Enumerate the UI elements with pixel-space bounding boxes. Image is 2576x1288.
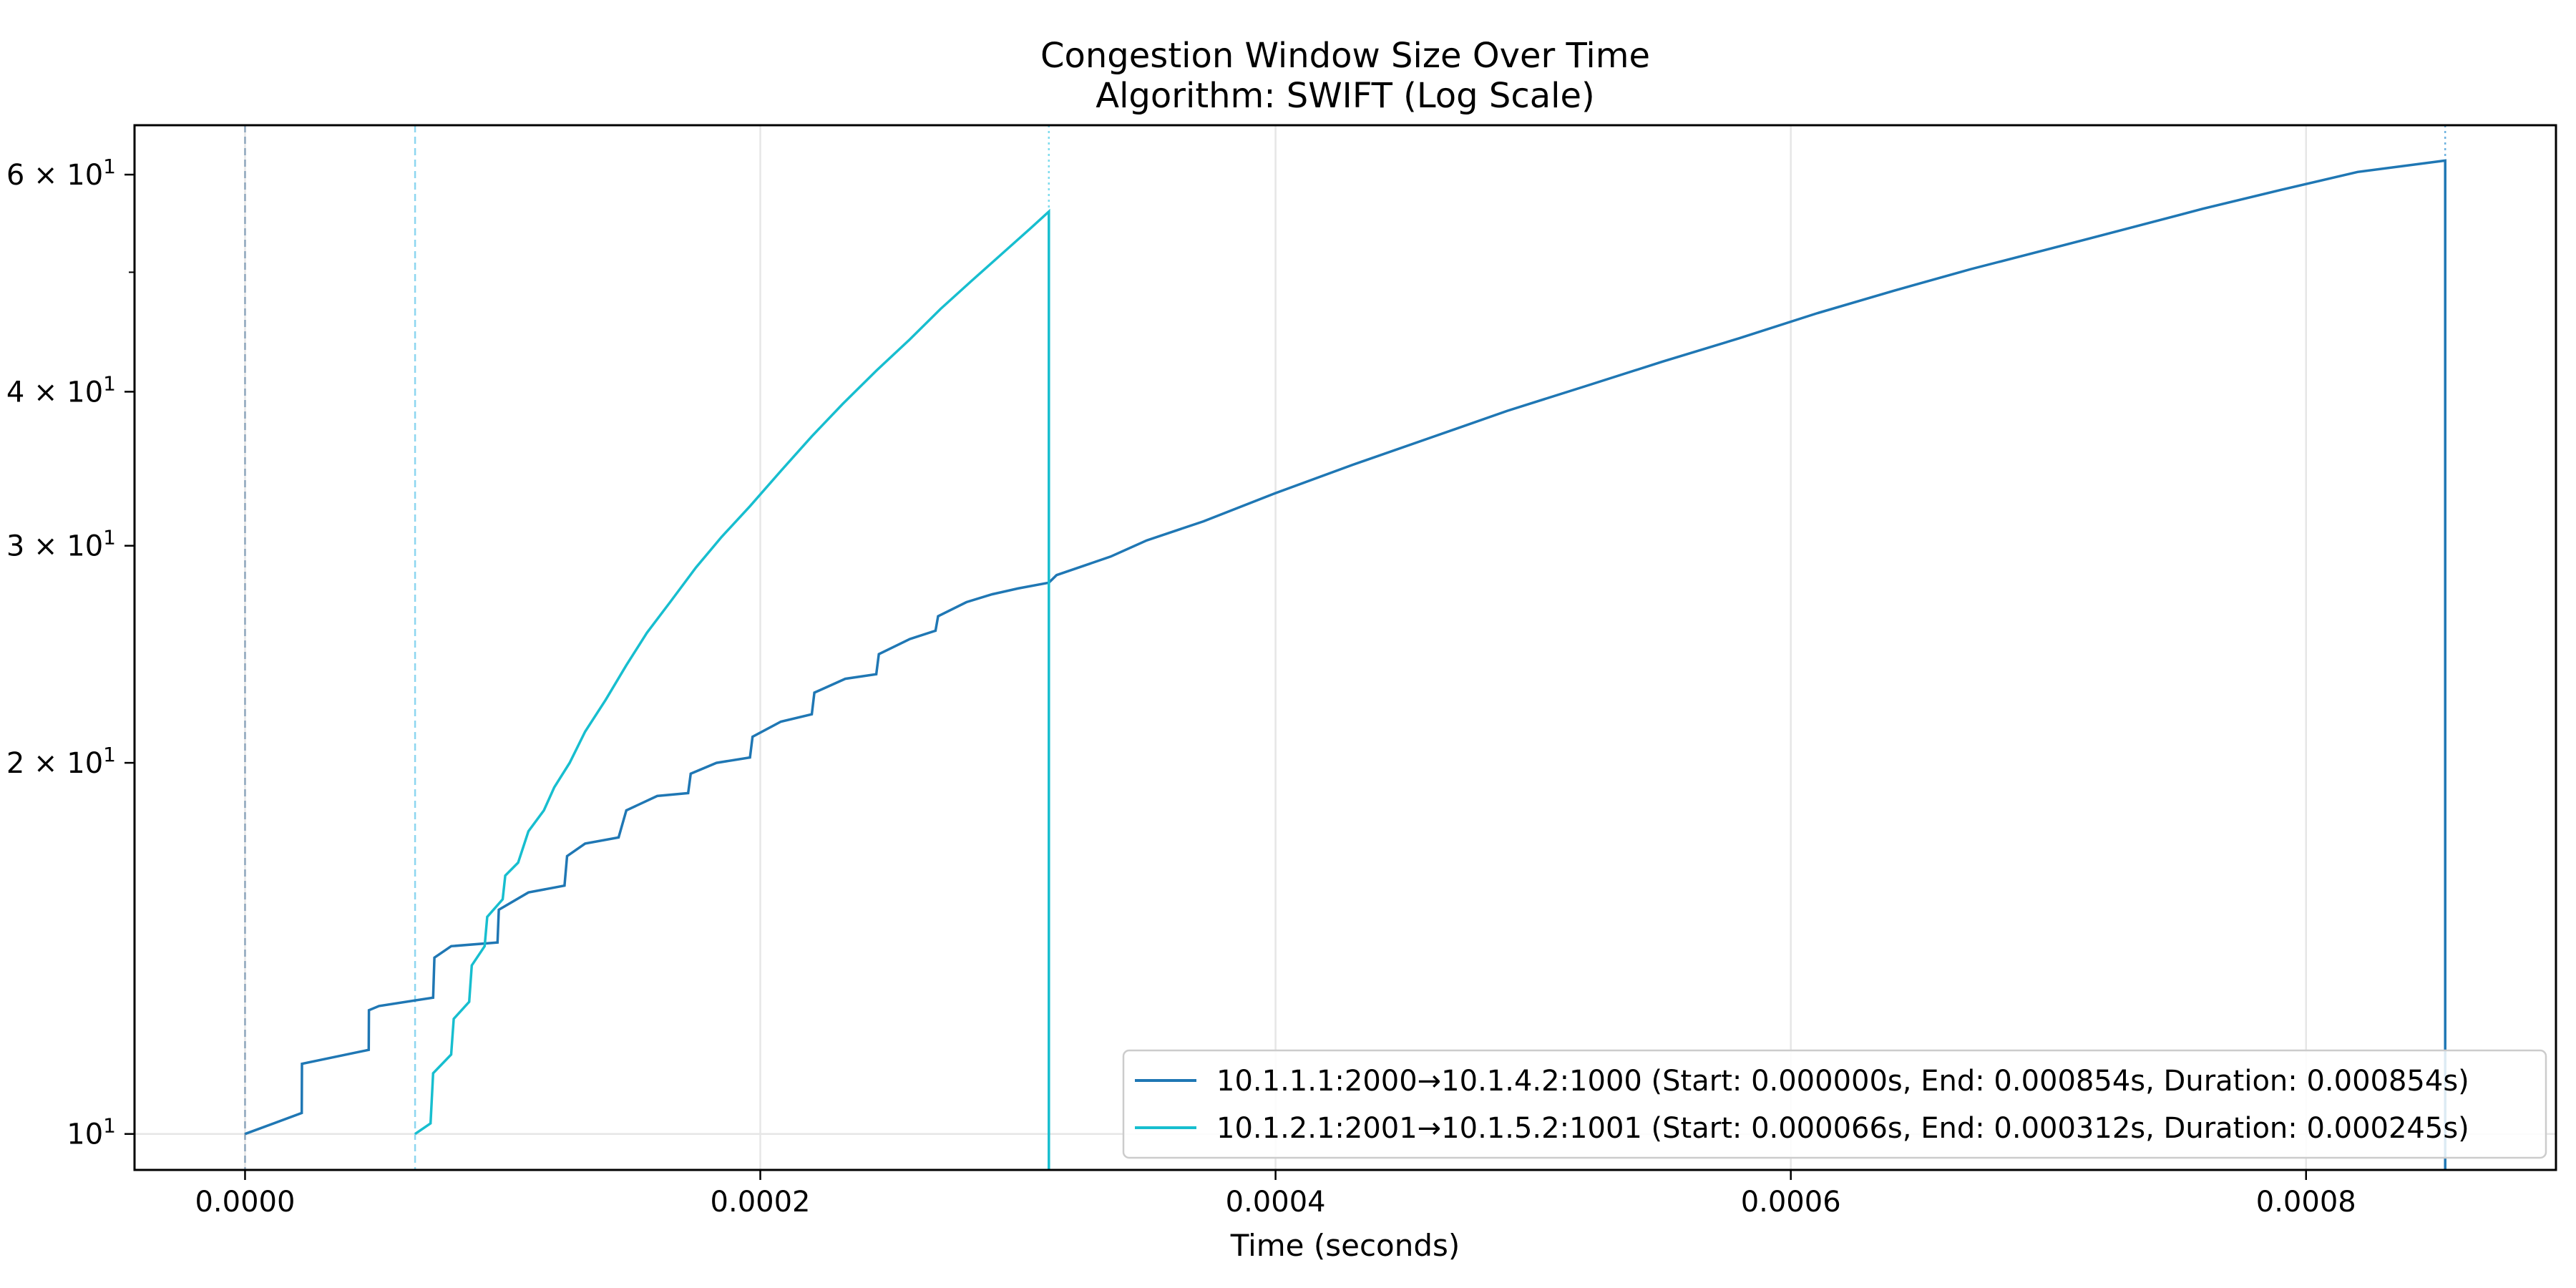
grid-lines — [135, 125, 2556, 1170]
axes: 0.0000 0.0002 0.0004 0.0006 0.0008 101 2 × 101… — [6, 124, 2557, 1219]
legend-label: 10.1.1.1:2000→10.1.4.2:1000 (Start: 0.00… — [1216, 1065, 2469, 1098]
y-tick-label: 2 × 101 — [6, 743, 116, 780]
chart-title: Congestion Window Size Over Time — [1040, 36, 1650, 76]
series-line-1 — [244, 159, 2446, 1170]
legend: 10.1.1.1:2000→10.1.4.2:1000 (Start: 0.00… — [1122, 1049, 2547, 1159]
x-axis-label: Time (seconds) — [1230, 1228, 1460, 1263]
x-tick-label: 0.0004 — [1226, 1186, 1326, 1219]
plot-frame — [133, 124, 2557, 1171]
legend-box — [1122, 1049, 2547, 1159]
x-tick-label: 0.0000 — [195, 1186, 295, 1219]
y-tick-label: 4 × 101 — [6, 371, 116, 409]
legend-label: 10.1.2.1:2001→10.1.5.2:1001 (Start: 0.00… — [1216, 1112, 2469, 1145]
y-tick-label: 101 — [67, 1114, 116, 1151]
x-tick-label: 0.0006 — [1741, 1186, 1841, 1219]
start-end-markers — [244, 125, 2446, 1170]
y-tick-label: 6 × 101 — [6, 155, 116, 192]
y-tick-label: 3 × 101 — [6, 526, 116, 563]
series-lines — [244, 159, 2446, 1170]
series-line-2 — [414, 208, 1050, 1170]
x-tick-label: 0.0008 — [2256, 1186, 2356, 1219]
x-tick-label: 0.0002 — [711, 1186, 811, 1219]
chart-subtitle: Algorithm: SWIFT (Log Scale) — [1096, 76, 1595, 116]
